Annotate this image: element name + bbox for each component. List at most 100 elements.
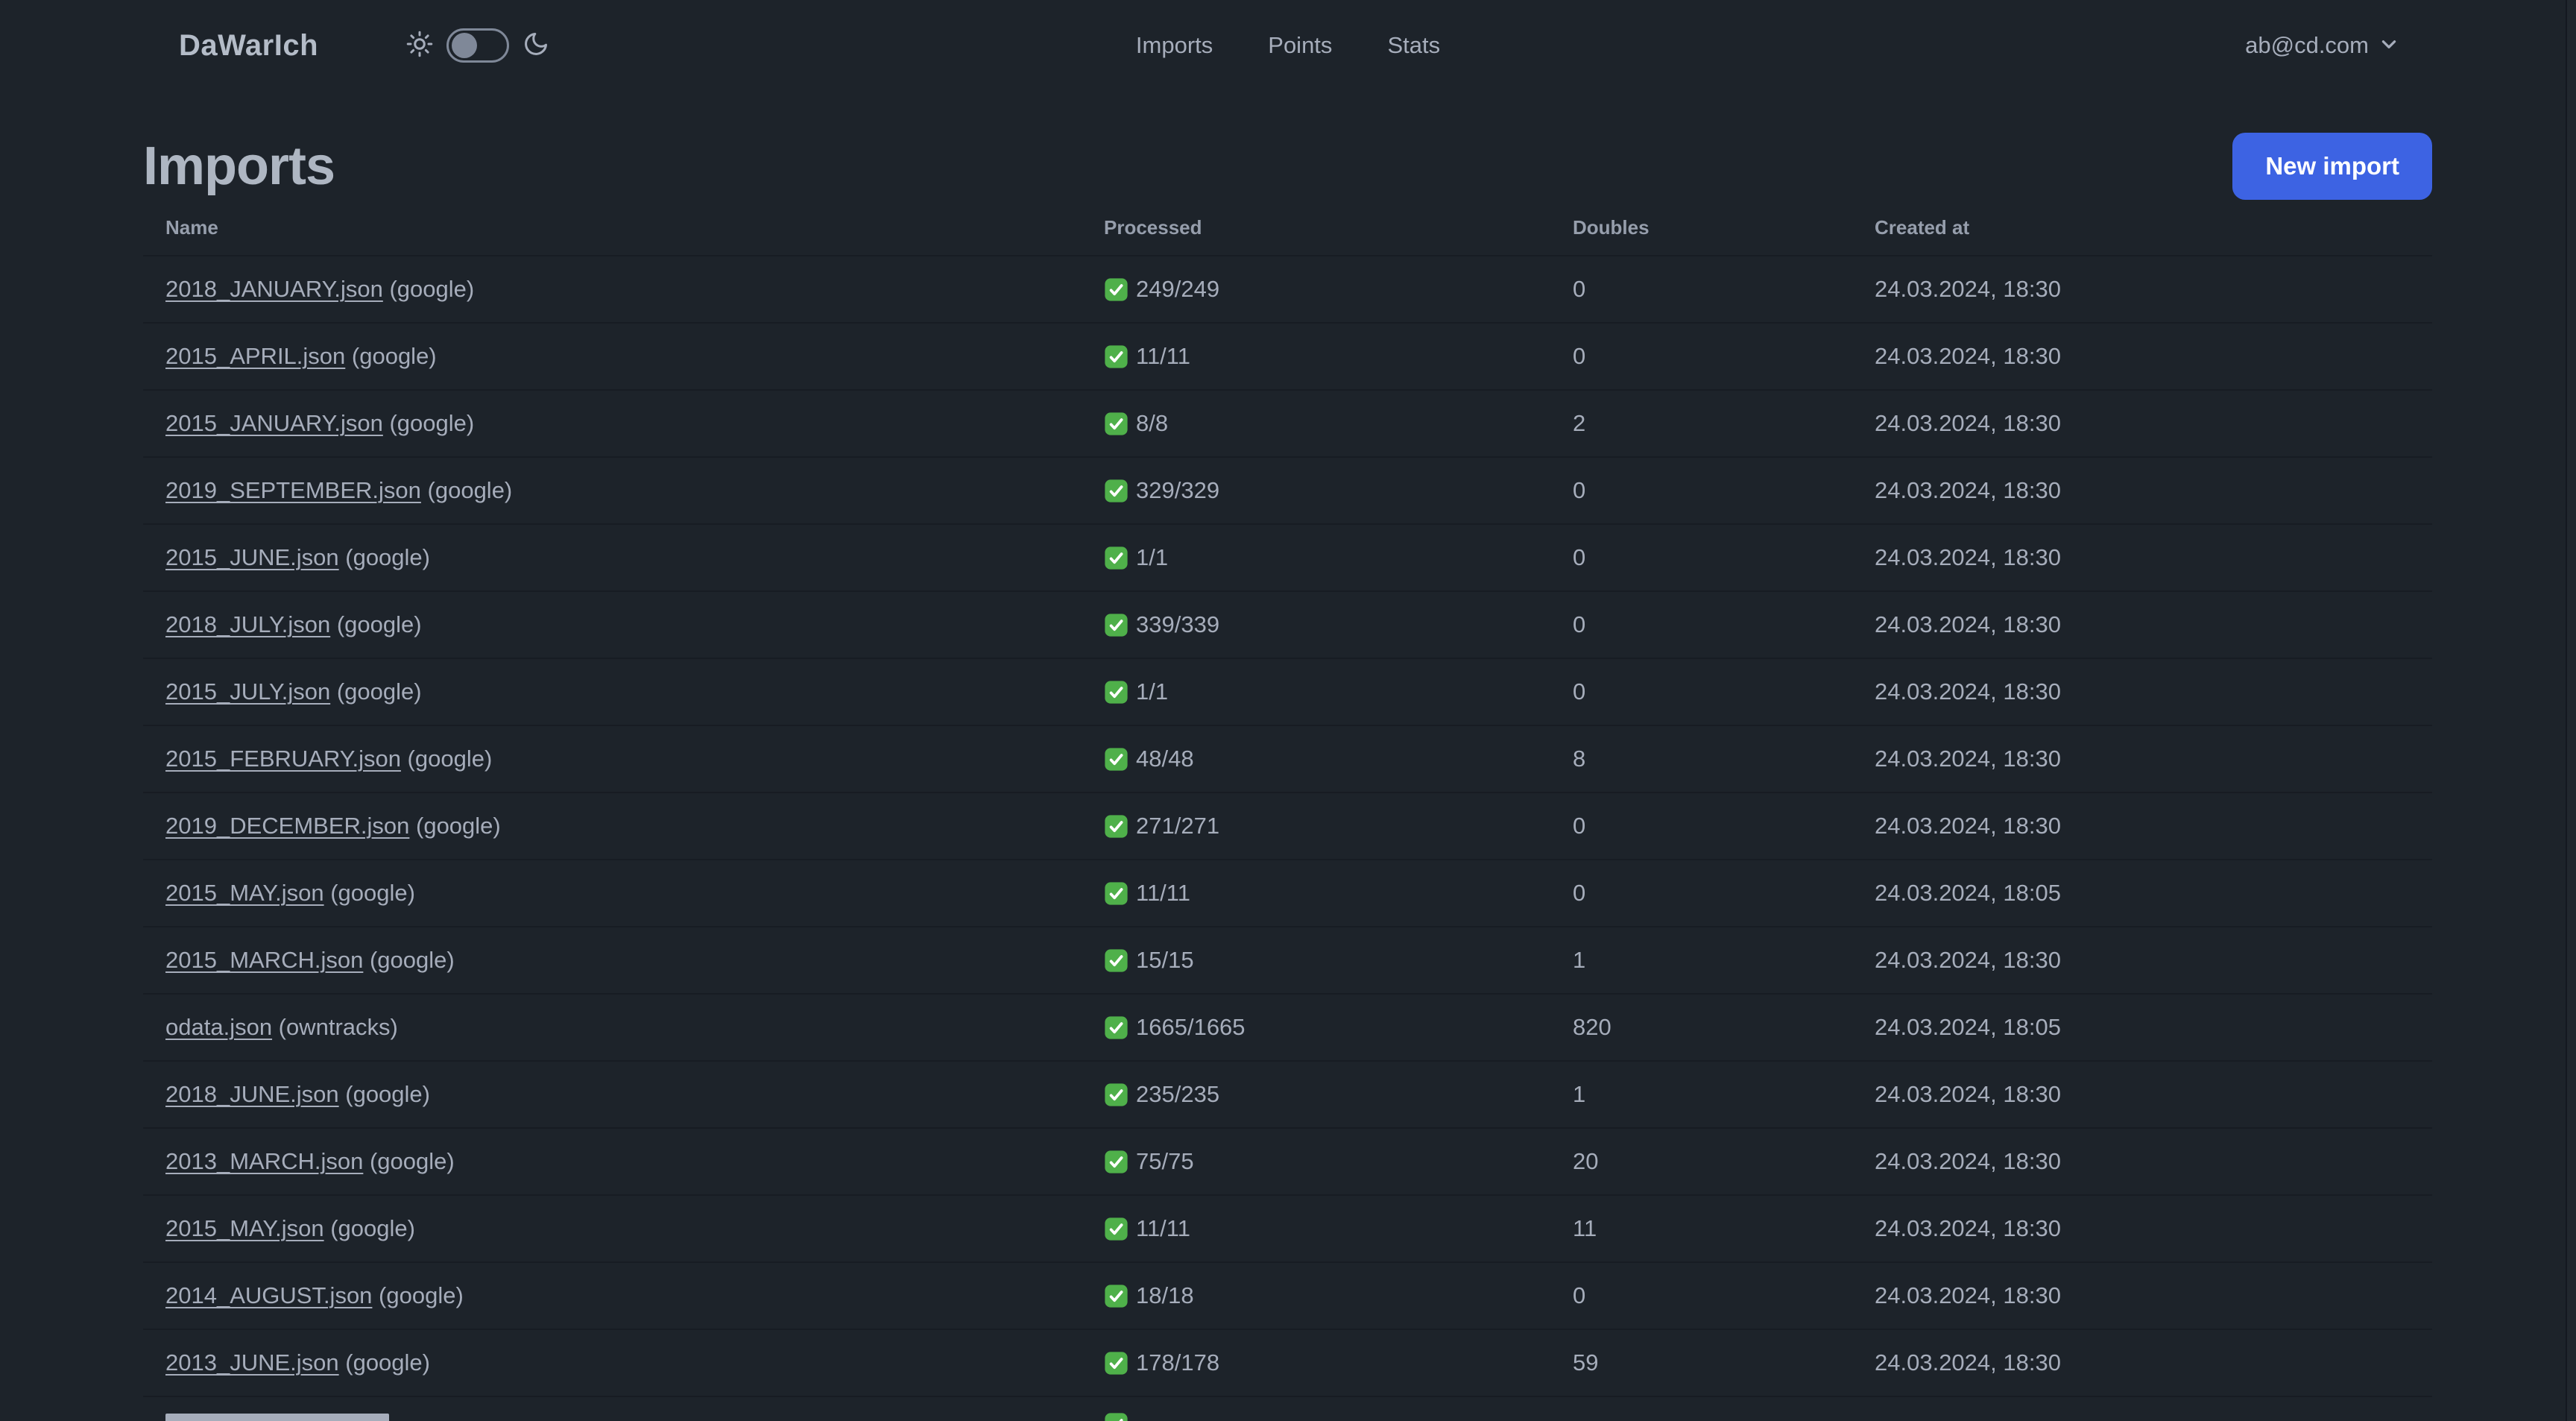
imports-page: Imports New import Name Processed Double… — [0, 133, 2576, 1421]
import-file-link[interactable]: 2015_FEBRUARY.json — [165, 746, 401, 772]
processed-cell: 1665/1665 — [1082, 1014, 1550, 1041]
import-source: (google) — [338, 1349, 430, 1376]
processed-count: 48/48 — [1136, 746, 1194, 772]
processed-cell: 249/249 — [1082, 276, 1550, 303]
import-file-link[interactable]: 2019_DECEMBER.json — [165, 813, 410, 839]
name-cell: 2015_JULY.json (google) — [143, 678, 1082, 705]
name-cell — [143, 1397, 1082, 1421]
doubles-count: 11 — [1573, 1215, 1597, 1241]
created-at: 24.03.2024, 18:30 — [1875, 1081, 2061, 1107]
green-check-icon — [1104, 1015, 1128, 1040]
doubles-count: 0 — [1573, 611, 1586, 637]
doubles-count: 59 — [1573, 1349, 1599, 1376]
vertical-scrollbar[interactable] — [2566, 0, 2576, 1421]
name-cell: 2014_AUGUST.json (google) — [143, 1282, 1082, 1309]
import-source: (google) — [382, 276, 475, 302]
doubles-count: 0 — [1573, 544, 1586, 570]
import-source: (google) — [330, 678, 422, 705]
name-cell: 2013_MARCH.json (google) — [143, 1148, 1082, 1175]
name-cell: 2019_SEPTEMBER.json (google) — [143, 477, 1082, 504]
nav-link-stats[interactable]: Stats — [1387, 32, 1441, 58]
doubles-count: 0 — [1573, 477, 1586, 503]
import-source: (google) — [420, 477, 513, 503]
app-logo[interactable]: DaWarIch — [179, 28, 319, 62]
table-row: 2019_DECEMBER.json (google) 271/271 0 24… — [143, 793, 2432, 860]
import-file-link[interactable] — [165, 1414, 389, 1421]
name-cell: 2018_JUNE.json (google) — [143, 1081, 1082, 1108]
name-cell: 2015_JUNE.json (google) — [143, 544, 1082, 571]
processed-count: 8/8 — [1136, 410, 1169, 436]
sun-icon — [406, 31, 433, 61]
table-row: 2015_MARCH.json (google) 15/15 1 24.03.2… — [143, 927, 2432, 995]
import-file-link[interactable]: 2018_JULY.json — [165, 611, 331, 637]
processed-cell: 11/11 — [1082, 343, 1550, 370]
import-source: (owntracks) — [272, 1014, 398, 1040]
import-file-link[interactable]: 2015_MAY.json — [165, 1215, 324, 1241]
import-file-link[interactable]: 2018_JANUARY.json — [165, 276, 383, 302]
theme-toggle-switch[interactable] — [446, 28, 510, 63]
green-check-icon — [1104, 546, 1128, 570]
import-source: (google) — [363, 947, 455, 973]
doubles-count: 20 — [1573, 1148, 1599, 1174]
created-at: 24.03.2024, 18:05 — [1875, 880, 2061, 906]
processed-count: 75/75 — [1136, 1148, 1194, 1174]
doubles-count: 0 — [1573, 276, 1586, 302]
new-import-button[interactable]: New import — [2232, 133, 2432, 200]
import-file-link[interactable]: 2015_MAY.json — [165, 880, 324, 906]
table-row: 2015_MAY.json (google) 11/11 0 24.03.202… — [143, 860, 2432, 927]
import-file-link[interactable]: 2015_MARCH.json — [165, 947, 364, 973]
created-at: 24.03.2024, 18:30 — [1875, 276, 2061, 302]
table-row: 2015_JANUARY.json (google) 8/8 2 24.03.2… — [143, 391, 2432, 458]
theme-toggle-group — [406, 28, 549, 63]
green-check-icon — [1104, 344, 1128, 369]
import-source: (google) — [372, 1282, 464, 1308]
import-file-link[interactable]: 2014_AUGUST.json — [165, 1282, 373, 1308]
import-source: (google) — [323, 880, 415, 906]
import-file-link[interactable]: 2013_MARCH.json — [165, 1148, 364, 1174]
table-row: 2015_JULY.json (google) 1/1 0 24.03.2024… — [143, 659, 2432, 726]
processed-cell: 18/18 — [1082, 1282, 1550, 1309]
import-source: (google) — [338, 544, 430, 570]
created-at: 24.03.2024, 18:30 — [1875, 1215, 2061, 1241]
green-check-icon — [1104, 948, 1128, 973]
table-row: odata.json (owntracks) 1665/1665 820 24.… — [143, 995, 2432, 1062]
green-check-icon — [1104, 1083, 1128, 1107]
table-row: 2018_JANUARY.json (google) 249/249 0 24.… — [143, 256, 2432, 324]
green-check-icon — [1104, 747, 1128, 772]
main-nav: Imports Points Stats — [1136, 0, 1440, 91]
doubles-count: 0 — [1573, 813, 1586, 839]
green-check-icon — [1104, 1412, 1128, 1421]
created-at: 24.03.2024, 18:30 — [1875, 410, 2061, 436]
processed-count: 11/11 — [1136, 343, 1190, 369]
import-file-link[interactable]: 2015_JANUARY.json — [165, 410, 383, 436]
processed-count: 18/18 — [1136, 1282, 1194, 1308]
name-cell: 2013_JUNE.json (google) — [143, 1349, 1082, 1376]
nav-link-points[interactable]: Points — [1268, 32, 1333, 58]
table-row: 2015_APRIL.json (google) 11/11 0 24.03.2… — [143, 324, 2432, 391]
import-file-link[interactable]: 2015_JUNE.json — [165, 544, 339, 570]
name-cell: 2018_JANUARY.json (google) — [143, 276, 1082, 303]
name-cell: 2015_FEBRUARY.json (google) — [143, 746, 1082, 772]
name-cell: 2015_APRIL.json (google) — [143, 343, 1082, 370]
user-menu[interactable]: ab@cd.com — [2245, 32, 2399, 59]
table-row: 2015_JUNE.json (google) 1/1 0 24.03.2024… — [143, 525, 2432, 592]
import-file-link[interactable]: odata.json — [165, 1014, 273, 1040]
import-source: (google) — [338, 1081, 430, 1107]
processed-count: 11/11 — [1136, 1215, 1190, 1241]
table-row: 2014_AUGUST.json (google) 18/18 0 24.03.… — [143, 1263, 2432, 1330]
green-check-icon — [1104, 1150, 1128, 1174]
created-at: 24.03.2024, 18:30 — [1875, 343, 2061, 369]
nav-link-imports[interactable]: Imports — [1135, 32, 1213, 58]
doubles-count: 820 — [1573, 1014, 1611, 1040]
name-cell: 2019_DECEMBER.json (google) — [143, 813, 1082, 839]
table-row: 2013_MARCH.json (google) 75/75 20 24.03.… — [143, 1129, 2432, 1196]
doubles-count: 1 — [1573, 1081, 1586, 1107]
processed-count: 1/1 — [1136, 544, 1169, 570]
import-file-link[interactable]: 2015_JULY.json — [165, 678, 331, 705]
import-file-link[interactable]: 2019_SEPTEMBER.json — [165, 477, 421, 503]
import-file-link[interactable]: 2015_APRIL.json — [165, 343, 346, 369]
processed-cell: 11/11 — [1082, 880, 1550, 907]
import-source: (google) — [409, 813, 501, 839]
import-file-link[interactable]: 2018_JUNE.json — [165, 1081, 339, 1107]
import-file-link[interactable]: 2013_JUNE.json — [165, 1349, 339, 1376]
